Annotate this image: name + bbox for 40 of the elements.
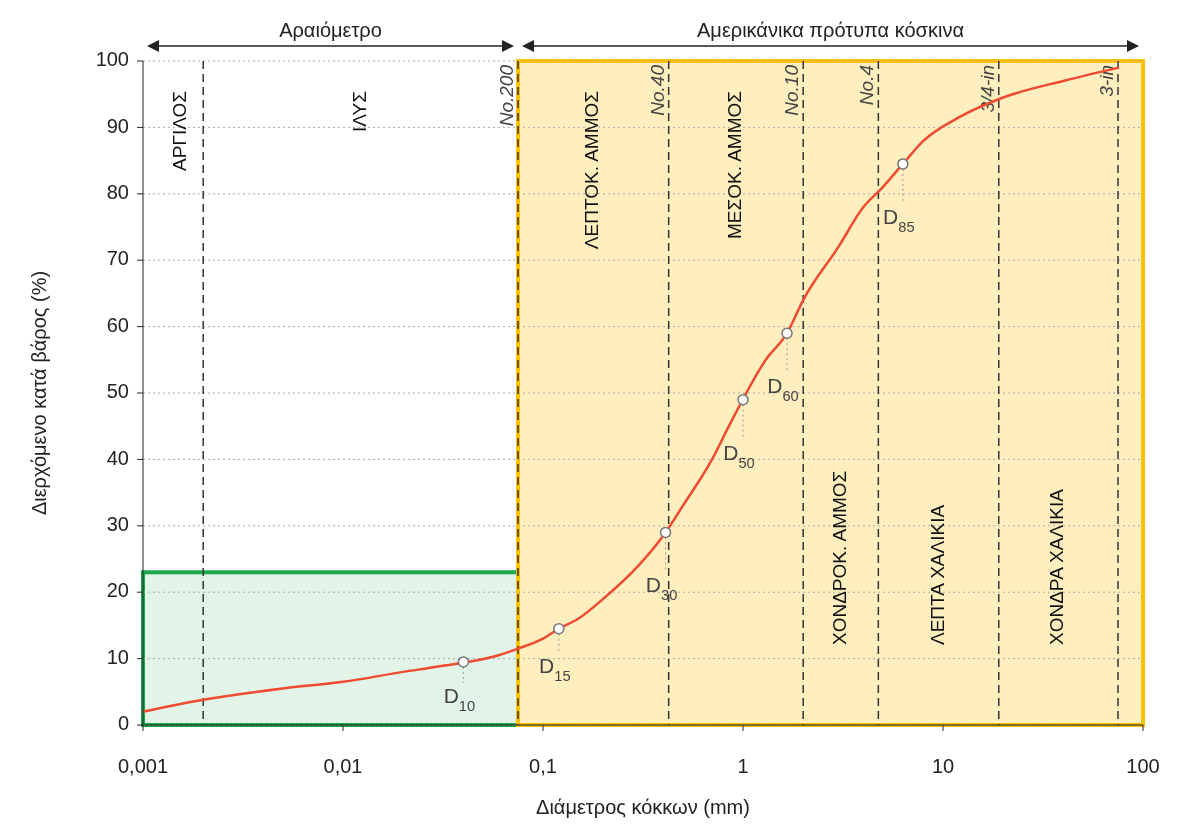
y-tick-label: 60 (106, 313, 129, 336)
ref-line-label: No.4 (856, 65, 878, 106)
x-tick-label: 1 (737, 755, 749, 777)
annotation: D$_{30}$ (645, 573, 678, 604)
annotation: ΜΕΣΟΚ. ΑΜΜΟΣ (723, 91, 745, 240)
annotation: D$_{10}$ (443, 684, 476, 714)
annotation: ΛΕΠΤΑ ΧΑΛΙΚΙΑ (926, 504, 948, 645)
x-tick-label: 0,01 (323, 755, 363, 777)
y-tick-label: 50 (106, 380, 129, 403)
x-tick-label: 0,1 (529, 755, 557, 777)
band-label: Αμερικάνικα πρότυπα κόσκινα (697, 19, 964, 41)
annotation: ΧΟΝΔΡΟΚ. ΑΜΜΟΣ (828, 470, 850, 645)
x-tick-label: 0,001 (117, 755, 169, 777)
y-tick-label: 30 (106, 513, 129, 536)
text: Αραιόμετρο (279, 19, 382, 41)
y-tick-label: 100 (95, 48, 129, 71)
y-tick-label: 70 (106, 247, 129, 270)
y-tick-label: 0 (117, 712, 129, 735)
y-axis-title: Διερχόμενο κατά βάρος (%) (28, 270, 50, 516)
annotation: D$_{15}$ (539, 654, 571, 684)
annotation: ΙΛΥΣ (348, 91, 370, 132)
annotation: ΧΟΝΔΡΑ ΧΑΛΙΚΙΑ (1046, 488, 1068, 645)
annotation: ΑΡΓΙΛΟΣ (169, 91, 191, 171)
annotation: ΛΕΠΤΟΚ. ΑΜΜΟΣ (581, 91, 603, 250)
annotation: D$_{60}$ (767, 374, 799, 405)
x-axis-title: Διάμετρος κόκκων (mm) (536, 796, 750, 818)
ref-line-label: 3-in (1096, 65, 1118, 97)
ref-line-label: No.10 (781, 64, 803, 116)
annotation: D$_{85}$ (883, 204, 915, 235)
ref-line-label: 3/4-in (976, 65, 998, 113)
ref-line-label: No.200 (496, 64, 518, 127)
y-tick-label: 10 (106, 645, 129, 668)
annotation: D$_{50}$ (723, 440, 755, 471)
y-tick-label: 40 (106, 446, 129, 469)
y-tick-label: 90 (106, 114, 129, 137)
x-tick-label: 100 (1126, 755, 1160, 777)
y-tick-label: 80 (106, 181, 129, 204)
y-tick-label: 20 (106, 579, 129, 602)
x-tick-label: 10 (931, 755, 955, 777)
ref-line-label: No.40 (646, 64, 668, 116)
